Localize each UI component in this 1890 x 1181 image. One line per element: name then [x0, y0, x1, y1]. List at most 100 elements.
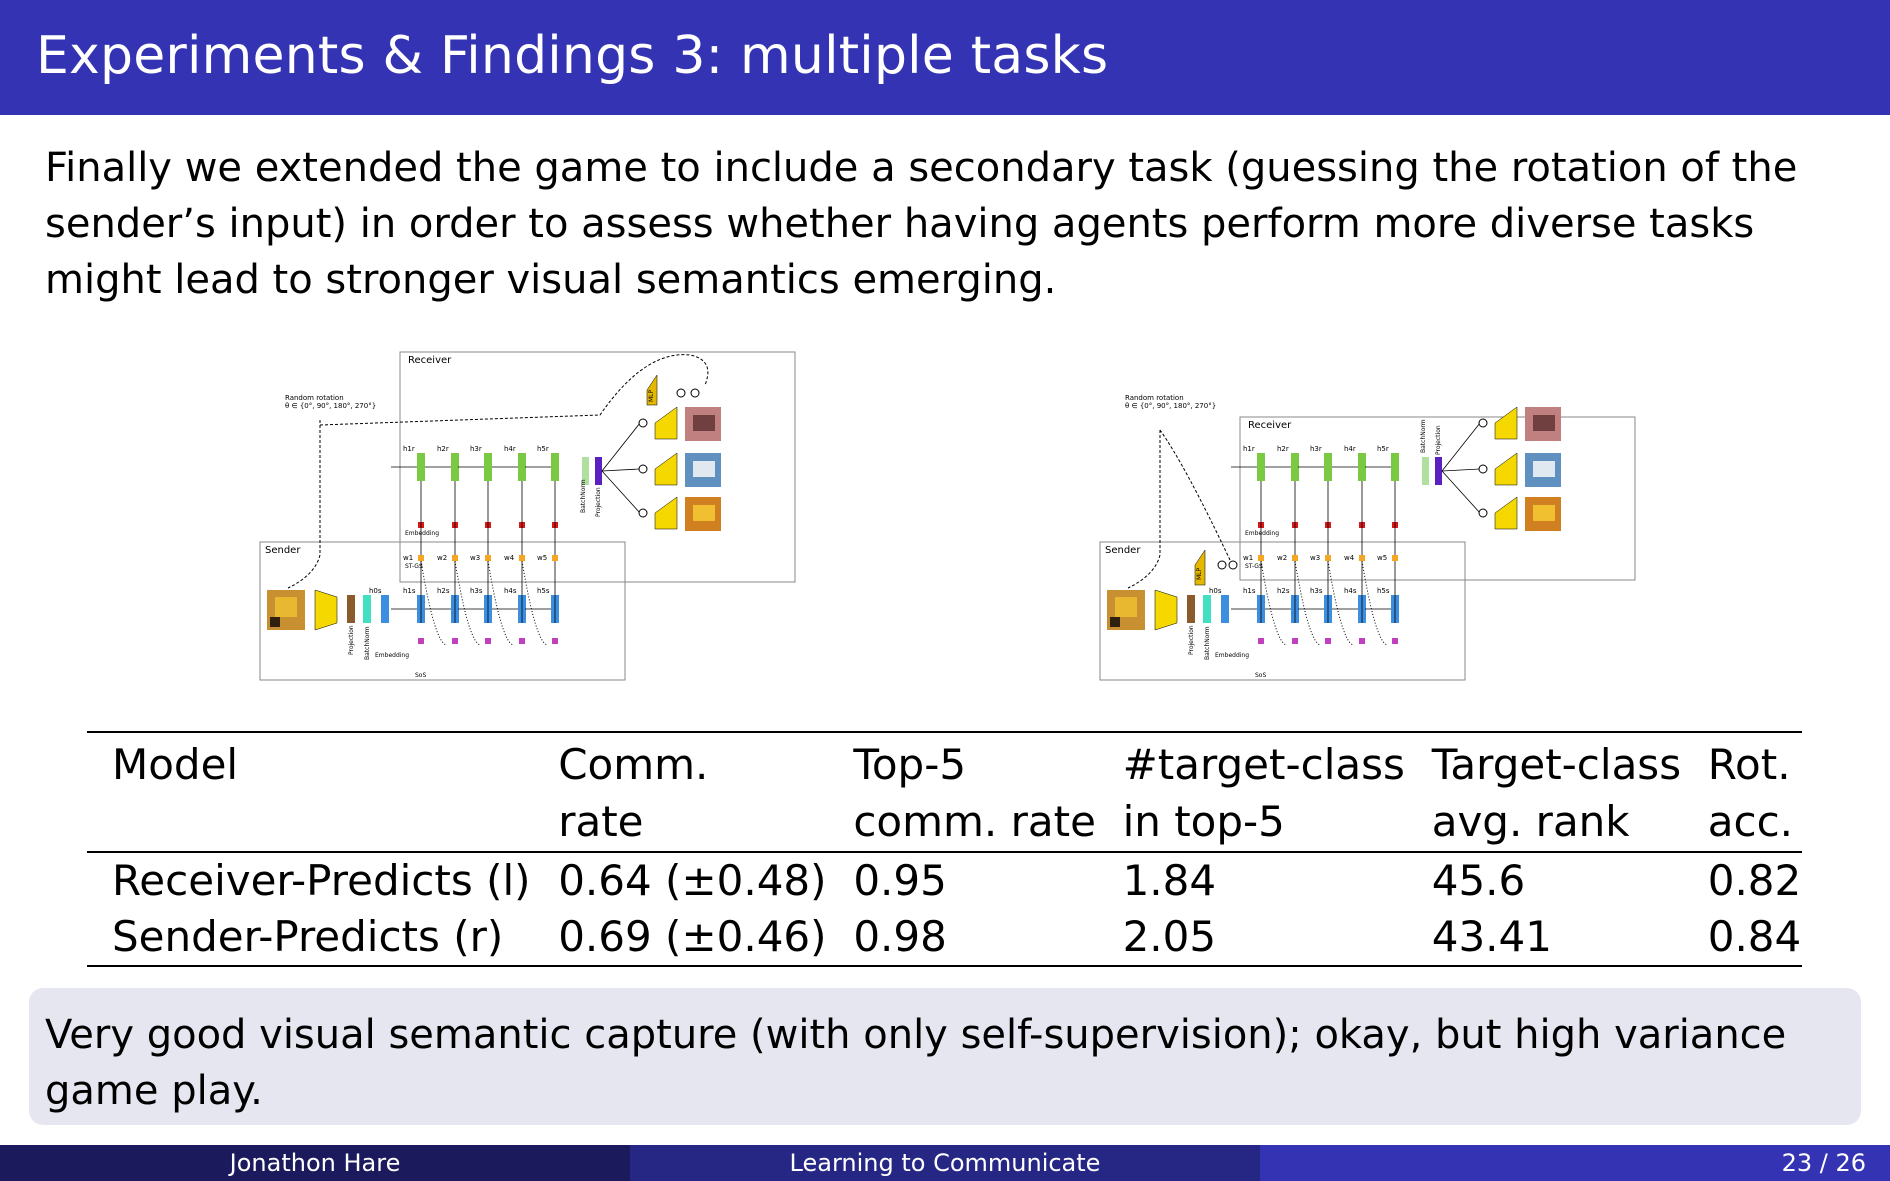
word-cell	[519, 555, 525, 561]
cell-model: Sender-Predicts (r)	[87, 909, 534, 967]
receiver-batchnorm	[1422, 457, 1429, 485]
mlp-block	[646, 374, 658, 406]
header-model-2	[87, 793, 534, 853]
mlp-label: MLP	[1196, 567, 1203, 580]
mlp-out-node	[676, 388, 686, 398]
word-cell	[485, 555, 491, 561]
receiver-hidden-label: h5r	[537, 445, 549, 453]
title-bar: Experiments & Findings 3: multiple tasks	[0, 0, 1890, 115]
candidate-vgg	[1494, 452, 1518, 486]
results-table: Model Comm. Top-5 #target-class Target-c…	[87, 731, 1802, 967]
slide-title: Experiments & Findings 3: multiple tasks	[36, 26, 1109, 86]
receiver-hidden-label: h3r	[470, 445, 482, 453]
receiver-batchnorm-label: BatchNorm	[580, 479, 587, 513]
word-label: w3	[1310, 554, 1320, 562]
word-cell	[452, 555, 458, 561]
receiver-hidden-label: h1r	[403, 445, 415, 453]
sender-embed-cell	[519, 638, 525, 644]
receiver-hidden-label: h5r	[1377, 445, 1389, 453]
sender-hidden-label: h2s	[437, 587, 450, 595]
sender-embed-cell	[552, 638, 558, 644]
cell-comm-rate: 0.69 (±0.46)	[533, 909, 829, 967]
table-row: Receiver-Predicts (l) 0.64 (±0.48) 0.95 …	[87, 852, 1802, 909]
feedback-path	[1327, 560, 1355, 646]
candidate-image-detail	[693, 415, 715, 431]
word-label: w2	[437, 554, 447, 562]
receiver-projection	[1435, 457, 1442, 485]
sender-h0-cell	[1221, 595, 1229, 623]
sender-embedding-label: Embedding	[1215, 652, 1249, 659]
header-avg-rank-2: avg. rank	[1406, 793, 1683, 853]
feedback-path	[521, 560, 549, 646]
receiver-hidden-label: h2r	[1277, 445, 1289, 453]
receiver-lstm-cell	[417, 453, 425, 481]
sender-embed-cell	[452, 638, 458, 644]
receiver-lstm: h1r h2r h3r h4r h5r	[391, 445, 559, 555]
feedback-path	[1294, 560, 1322, 646]
receiver-projection	[595, 457, 602, 485]
receiver-batchnorm-label: BatchNorm	[1420, 419, 1427, 453]
sender-hidden-label: h1s	[1243, 587, 1256, 595]
sender-lstm: w1 h1s w2 h2s w3 h3s w4 h4s w5 h5s h0s	[1209, 554, 1399, 646]
architecture-diagram-left: Receiver Sender Random rotation θ ∈ {0°,…	[259, 351, 796, 681]
footer-author: Jonathon Hare	[0, 1145, 630, 1181]
sender-hidden-label: h3s	[470, 587, 483, 595]
cell-rot-acc: 0.84	[1682, 909, 1802, 967]
header-avg-rank: Target-class	[1406, 731, 1683, 793]
sender-embed-cell	[485, 638, 491, 644]
word-label: w5	[1377, 554, 1387, 562]
header-rot-acc: Rot.	[1682, 731, 1802, 793]
receiver-lstm-cell	[1391, 453, 1399, 481]
word-cell	[1258, 555, 1264, 561]
candidate-link	[601, 422, 641, 472]
candidate-image-detail	[1533, 461, 1555, 477]
cell-avg-rank: 43.41	[1406, 909, 1683, 967]
receiver-candidates	[1441, 406, 1561, 531]
sender-projection-label: Projection	[348, 625, 355, 655]
figure-receiver-predicts: Receiver Sender Random rotation θ ∈ {0°,…	[255, 345, 810, 685]
receiver-lstm: h1r h2r h3r h4r h5r	[1231, 445, 1399, 555]
receiver-lstm-cell	[551, 453, 559, 481]
header-comm-rate-2: rate	[533, 793, 829, 853]
candidate-vgg	[654, 496, 678, 530]
word-label: w2	[1277, 554, 1287, 562]
receiver-embedding-label: Embedding	[405, 530, 439, 537]
cell-comm-rate: 0.64 (±0.48)	[558, 856, 827, 905]
receiver-hidden-label: h2r	[437, 445, 449, 453]
sender-embed-cell	[1325, 638, 1331, 644]
candidate-vgg	[654, 452, 678, 486]
sender-batchnorm-label: BatchNorm	[364, 626, 371, 660]
feedback-path	[1361, 560, 1389, 646]
footer-page-number: 23 / 26	[1260, 1145, 1890, 1181]
receiver-lstm-cell	[1324, 453, 1332, 481]
candidate-image-detail	[693, 505, 715, 521]
sender-box-label: Sender	[265, 545, 301, 556]
rotation-set: θ ∈ {0°, 90°, 180°, 270°}	[1125, 402, 1216, 410]
score-node	[1478, 508, 1488, 518]
score-node	[638, 418, 648, 428]
conclusion-block: Very good visual semantic capture (with …	[29, 988, 1861, 1125]
sender-embed-cell	[418, 638, 424, 644]
word-cell	[1325, 555, 1331, 561]
word-label: w4	[1344, 554, 1355, 562]
feedback-path	[454, 560, 482, 646]
intro-paragraph: Finally we extended the game to include …	[45, 145, 1798, 303]
table-header-row: Model Comm. Top-5 #target-class Target-c…	[87, 731, 1802, 793]
sender-vgg	[1154, 589, 1178, 631]
table-header-row-2: rate comm. rate in top-5 avg. rank acc.	[87, 793, 1802, 853]
footer-talk-title: Learning to Communicate	[630, 1145, 1260, 1181]
score-node	[638, 508, 648, 518]
candidate-vgg	[1494, 406, 1518, 440]
candidate-link	[1441, 470, 1481, 514]
candidate-image-detail	[1533, 505, 1555, 521]
sender-hidden-label: h4s	[1344, 587, 1357, 595]
receiver-batchnorm	[582, 457, 589, 485]
header-model: Model	[87, 731, 534, 793]
word-cell	[418, 555, 424, 561]
sender-batchnorm	[1203, 595, 1211, 623]
rotation-target-node	[690, 388, 700, 398]
receiver-projection-label: Projection	[595, 487, 602, 517]
candidate-image-detail	[1533, 415, 1555, 431]
word-cell	[1392, 555, 1398, 561]
receiver-lstm-cell	[451, 453, 459, 481]
